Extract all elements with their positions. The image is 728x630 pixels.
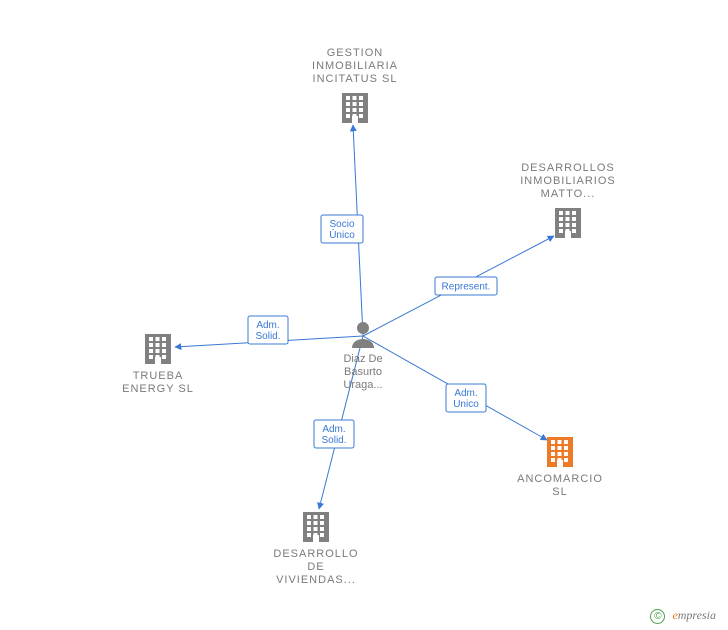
network-diagram: SocioÚnicoRepresent.Adm.UnicoAdm.Solid.A… <box>0 0 728 630</box>
building-icon <box>342 93 368 123</box>
node-label: INMOBILIARIOS <box>520 175 616 187</box>
node-label: DESARROLLO <box>273 548 358 560</box>
center-node-label: Diaz De <box>343 353 382 365</box>
building-icon <box>555 208 581 238</box>
brand-rest: mpresia <box>678 608 716 622</box>
edge-label-text: Represent. <box>442 282 491 293</box>
edge-label-text: Solid. <box>321 435 346 446</box>
copyright-mark: © <box>650 609 665 624</box>
edge-label-text: Adm. <box>322 424 345 435</box>
node-label: GESTION <box>327 47 384 59</box>
building-icon <box>547 437 573 467</box>
node-label: DESARROLLOS <box>521 162 615 174</box>
edge-label-text: Único <box>329 228 355 241</box>
edge-label-text: Adm. <box>454 388 477 399</box>
edge-label-text: Unico <box>453 399 479 410</box>
node-label: ENERGY SL <box>122 383 194 395</box>
edge-label-text: Socio <box>329 219 354 230</box>
building-icon <box>145 334 171 364</box>
building-icon <box>303 512 329 542</box>
node-label: SL <box>552 486 567 498</box>
center-node-label: Basurto <box>344 366 382 378</box>
center-node-label: Uraga... <box>343 379 382 391</box>
edge-label-text: Solid. <box>255 331 280 342</box>
node-label: DE <box>307 561 324 573</box>
edge-label-text: Adm. <box>256 320 279 331</box>
node-label: TRUEBA <box>133 370 184 382</box>
node-label: MATTO... <box>541 188 596 200</box>
node-label: VIVIENDAS... <box>276 574 356 586</box>
node-label: INMOBILIARIA <box>312 60 398 72</box>
node-label: INCITATUS SL <box>313 73 398 85</box>
footer-credit: © empresia <box>650 608 716 624</box>
node-label: ANCOMARCIO <box>517 473 603 485</box>
